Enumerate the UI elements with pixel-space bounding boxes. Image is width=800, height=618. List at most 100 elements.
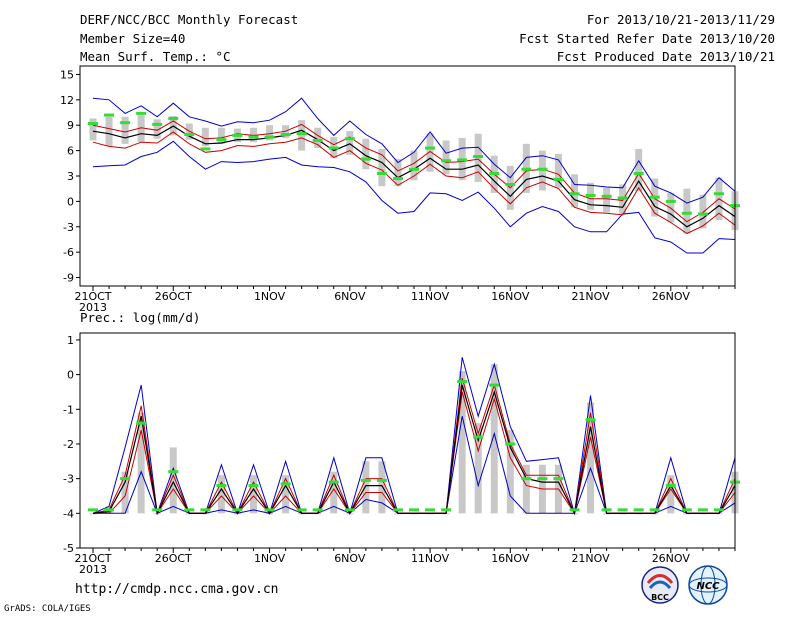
y-tick-label-0-3: 0 — [67, 195, 74, 208]
median-marker-1-1 — [104, 508, 115, 512]
spread-bar-0-17 — [362, 138, 370, 170]
median-marker-1-6 — [184, 508, 195, 512]
median-marker-0-14 — [312, 138, 323, 142]
forecast-produced-date: Fcst Produced Date 2013/10/21 — [556, 49, 775, 64]
spread-bar-0-1 — [105, 116, 113, 147]
median-marker-0-1 — [104, 113, 115, 117]
median-marker-1-20 — [409, 508, 419, 512]
spread-bar-0-38 — [699, 194, 707, 229]
spread-bar-1-17 — [362, 461, 370, 514]
median-marker-0-36 — [665, 199, 676, 203]
y-tick-label-1-1: -4 — [63, 507, 74, 520]
median-marker-1-8 — [216, 484, 227, 488]
median-marker-0-2 — [120, 121, 131, 125]
upper-percentile-line-0 — [92, 120, 736, 223]
min-line-0 — [92, 140, 736, 254]
spread-bar-1-5 — [169, 447, 177, 514]
median-marker-0-15 — [328, 146, 339, 150]
median-marker-0-8 — [216, 138, 227, 142]
spread-bar-0-32 — [603, 187, 611, 213]
x-tick-label-1-3: 6NOV — [334, 552, 366, 565]
median-marker-0-23 — [457, 158, 468, 162]
x-tick-label-0-3: 6NOV — [334, 290, 366, 303]
spread-bar-0-3 — [137, 115, 145, 143]
y-tick-label-0-0: -9 — [63, 272, 74, 285]
forecast-period: For 2013/10/21-2013/11/29 — [586, 12, 775, 27]
x-tick-label-1-5: 16NOV — [491, 552, 530, 565]
median-marker-0-18 — [376, 171, 387, 175]
median-marker-1-21 — [425, 508, 436, 512]
median-marker-0-4 — [152, 122, 163, 126]
median-marker-1-25 — [489, 383, 500, 387]
spread-bar-0-2 — [121, 116, 129, 144]
x-tick-label-0-0: 21OCT — [74, 290, 111, 303]
median-marker-0-21 — [425, 146, 436, 150]
spread-bar-1-36 — [667, 475, 675, 514]
spread-bar-0-21 — [426, 133, 434, 172]
median-marker-0-27 — [521, 167, 532, 171]
year-label-0: 2013 — [79, 301, 107, 314]
spread-bar-0-20 — [410, 150, 418, 181]
spread-bar-0-4 — [153, 119, 161, 139]
source-url[interactable]: http://cmdp.ncc.cma.gov.cn — [75, 582, 279, 597]
median-marker-0-24 — [473, 155, 484, 159]
y-tick-label-0-1: -6 — [63, 246, 74, 259]
median-marker-1-32 — [601, 508, 612, 512]
x-tick-label-1-1: 26OCT — [155, 552, 192, 565]
x-tick-label-1-2: 1NOV — [254, 552, 286, 565]
y-tick-label-0-5: 6 — [67, 145, 74, 158]
median-marker-1-18 — [376, 478, 387, 482]
median-marker-1-2 — [120, 477, 131, 481]
median-marker-0-9 — [232, 133, 243, 137]
spread-bar-0-34 — [635, 148, 643, 192]
median-marker-1-39 — [713, 508, 724, 512]
median-marker-0-0 — [88, 122, 98, 126]
spread-bar-1-0 — [89, 513, 97, 515]
lower-percentile-line-1 — [93, 391, 736, 515]
median-marker-1-31 — [585, 418, 596, 422]
median-marker-0-34 — [633, 171, 644, 175]
spread-bar-1-8 — [217, 475, 225, 514]
precipitation-panel-title: Prec.: log(mm/d) — [80, 310, 200, 325]
median-marker-1-10 — [248, 484, 259, 488]
x-tick-label-0-6: 21NOV — [571, 290, 610, 303]
median-marker-1-36 — [665, 484, 676, 488]
median-marker-0-32 — [601, 194, 612, 198]
upper-percentile-line-1 — [92, 377, 736, 516]
spread-bar-0-7 — [201, 127, 209, 147]
x-tick-label-0-4: 11NOV — [411, 290, 450, 303]
member-size: Member Size=40 — [80, 31, 186, 46]
median-marker-0-16 — [344, 137, 355, 141]
median-marker-1-0 — [88, 508, 98, 512]
year-label-1: 2013 — [79, 563, 107, 576]
median-marker-1-35 — [649, 508, 660, 512]
median-marker-0-38 — [697, 212, 708, 216]
spread-bar-1-18 — [378, 461, 386, 514]
median-marker-1-23 — [457, 380, 468, 384]
x-tick-label-0-2: 1NOV — [254, 290, 286, 303]
median-marker-0-33 — [617, 196, 628, 200]
spread-bar-0-13 — [298, 120, 306, 151]
spread-bar-0-22 — [442, 140, 450, 175]
median-marker-0-31 — [585, 193, 596, 197]
y-tick-label-1-3: -2 — [63, 438, 74, 451]
median-marker-1-3 — [136, 421, 147, 425]
chart-title: DERF/NCC/BCC Monthly Forecast — [80, 12, 299, 27]
y-tick-label-0-7: 12 — [60, 94, 74, 107]
x-tick-label-1-4: 11NOV — [411, 552, 450, 565]
median-marker-0-20 — [409, 167, 419, 171]
median-marker-1-4 — [152, 508, 163, 512]
median-marker-1-26 — [505, 442, 516, 446]
spread-bar-1-3 — [137, 412, 145, 514]
spread-bar-0-19 — [394, 159, 402, 187]
precipitation-panel: -5 -4 -3 -2 -1 0 1 21OCT 26OCT 1NOV 6NOV 11NOV 16NOV… — [63, 332, 740, 576]
median-marker-0-35 — [649, 195, 660, 199]
median-marker-0-39 — [713, 192, 724, 196]
variable-label: Mean Surf. Temp.: °C — [80, 49, 231, 64]
x-tick-label-1-0: 21OCT — [74, 552, 111, 565]
spread-bar-1-26 — [506, 430, 514, 514]
x-tick-label-1-7: 26NOV — [652, 552, 691, 565]
y-tick-label-1-6: 1 — [67, 334, 74, 347]
median-marker-1-13 — [296, 508, 307, 512]
median-marker-0-19 — [392, 177, 403, 181]
